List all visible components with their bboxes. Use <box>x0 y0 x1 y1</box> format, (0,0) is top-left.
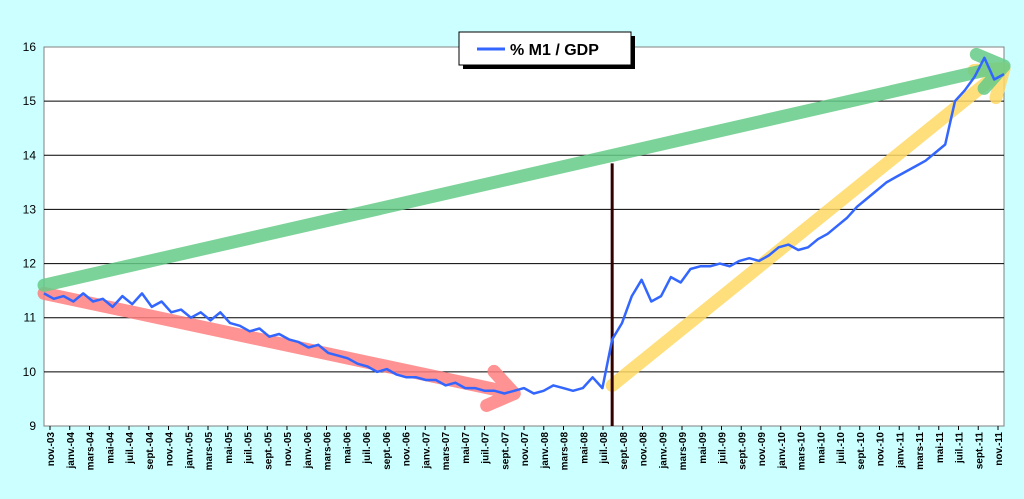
x-tick-label: nov.-07 <box>520 432 531 467</box>
x-tick-label: sept.-04 <box>145 432 156 470</box>
x-tick-label: janv.-07 <box>421 432 432 470</box>
x-tick-label: janv.-08 <box>540 432 551 470</box>
y-axis: 9 10 11 12 13 14 15 16 <box>23 40 37 433</box>
series-layer <box>43 56 1005 395</box>
x-tick-label: sept.-09 <box>737 432 748 470</box>
y-tick-label: 12 <box>23 257 37 271</box>
x-tick-label: mars-05 <box>204 432 215 471</box>
x-tick-label: nov.-04 <box>165 432 176 467</box>
x-tick-label: mars-07 <box>441 432 452 471</box>
x-tick-label: nov.-09 <box>757 432 768 467</box>
x-tick-label: sept.-08 <box>619 432 630 470</box>
x-tick-label: mars-08 <box>560 432 571 471</box>
x-tick-label: janv.-06 <box>303 432 314 470</box>
y-tick-label: 10 <box>23 365 37 379</box>
legend: % M1 / GDP <box>458 31 635 69</box>
x-tick-label: janv.-04 <box>66 432 77 470</box>
x-tick-label: sept.-10 <box>856 432 867 470</box>
x-tick-label: mai-05 <box>224 432 235 464</box>
x-tick-label: janv.-05 <box>184 432 195 470</box>
y-tick-label: 11 <box>24 311 37 325</box>
x-tick-label: mars-06 <box>323 432 334 471</box>
x-axis: nov.-03 janv.-04 mars-04 mai-04 juil.-04 sept… <box>46 426 1005 470</box>
x-tick-label: mai-08 <box>579 432 590 464</box>
x-tick-label: sept.-11 <box>974 432 985 470</box>
series-line-m1-gdp <box>43 56 1005 395</box>
x-tick-label: mars-09 <box>678 432 689 471</box>
trend-arrow-decline <box>37 286 521 412</box>
x-tick-label: mars-10 <box>797 432 808 471</box>
x-tick-label: mai-07 <box>461 432 472 464</box>
x-tick-label: juil.-05 <box>244 432 255 465</box>
x-tick-label: juil.-07 <box>481 432 492 465</box>
x-tick-label: sept.-07 <box>500 432 511 470</box>
x-tick-label: juil.-06 <box>362 432 373 465</box>
annotations-layer <box>37 47 1011 426</box>
y-tick-label: 14 <box>23 148 37 162</box>
x-tick-label: nov.-03 <box>46 432 57 467</box>
x-tick-label: mai-06 <box>342 432 353 464</box>
x-tick-label: nov.-08 <box>639 432 650 467</box>
legend-label: % M1 / GDP <box>510 42 599 59</box>
x-tick-label: mai-11 <box>935 432 946 464</box>
x-tick-label: mai-09 <box>698 432 709 464</box>
x-tick-label: juil.-04 <box>125 432 136 465</box>
x-tick-label: juil.-08 <box>599 432 610 465</box>
x-tick-label: janv.-09 <box>658 432 669 470</box>
y-tick-label: 13 <box>23 202 37 216</box>
y-tick-label: 16 <box>23 40 37 54</box>
x-tick-label: janv.-11 <box>895 432 906 469</box>
x-tick-label: juil.-09 <box>718 432 729 465</box>
y-tick-label: 9 <box>29 419 36 433</box>
x-tick-label: mai-04 <box>105 432 116 464</box>
y-tick-label: 15 <box>23 94 37 108</box>
x-tick-label: nov.-05 <box>283 432 294 467</box>
x-tick-label: mai-10 <box>816 432 827 464</box>
x-tick-label: sept.-05 <box>263 432 274 470</box>
x-tick-label: nov.-11 <box>994 432 1005 466</box>
plot-area <box>43 46 1005 427</box>
x-tick-label: nov.-10 <box>876 432 887 467</box>
x-tick-label: mars-11 <box>915 432 926 470</box>
x-tick-label: nov.-06 <box>402 432 413 467</box>
x-tick-label: janv.-10 <box>777 432 788 470</box>
x-tick-label: juil.-10 <box>836 432 847 465</box>
x-tick-label: mars-04 <box>86 432 97 471</box>
x-tick-label: sept.-06 <box>382 432 393 470</box>
x-tick-label: juil.-11 <box>955 432 966 465</box>
